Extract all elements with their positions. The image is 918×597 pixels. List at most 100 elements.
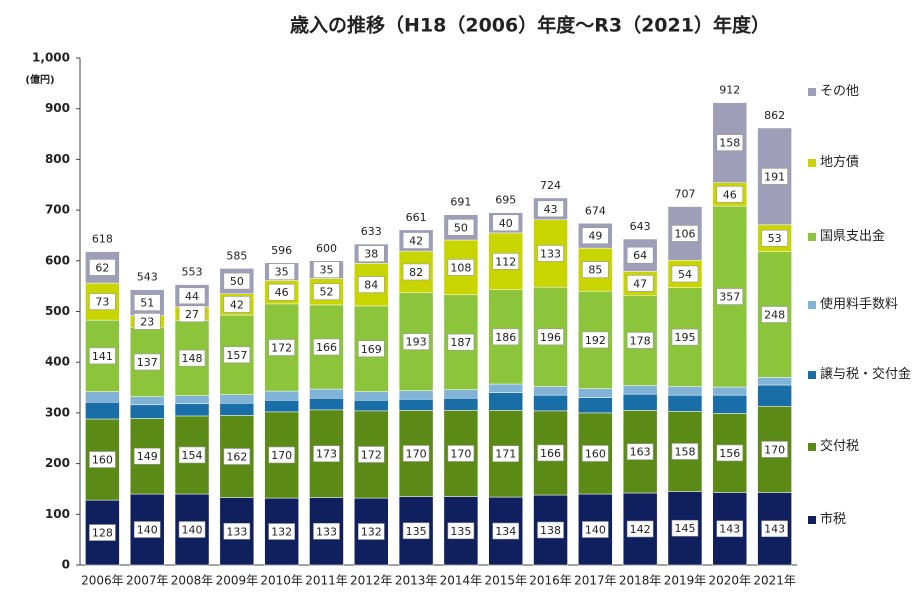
bar-segment <box>264 399 299 413</box>
value-label: 142 <box>630 523 651 536</box>
value-label: 172 <box>361 448 382 461</box>
label-box <box>357 245 385 263</box>
value-label: 172 <box>271 341 292 354</box>
value-label: 157 <box>226 349 247 362</box>
value-label: 46 <box>723 188 737 201</box>
label-box <box>761 306 788 323</box>
value-label: 40 <box>499 217 513 230</box>
value-label: 133 <box>316 525 337 538</box>
total-label: 543 <box>137 271 158 284</box>
label-box <box>357 446 385 463</box>
value-label: 193 <box>406 336 427 349</box>
bar-segment <box>398 398 434 411</box>
value-label: 192 <box>585 334 606 347</box>
value-label: 35 <box>319 264 333 277</box>
total-label: 618 <box>92 233 113 246</box>
x-tick-label: 2007年 <box>126 574 169 588</box>
value-label: 49 <box>588 230 602 243</box>
x-tick-label: 2011年 <box>305 574 348 588</box>
legend-label: 市税 <box>820 512 847 527</box>
value-label: 156 <box>719 447 740 460</box>
x-tick-label: 2009年 <box>216 574 259 588</box>
value-label: 143 <box>764 523 785 536</box>
legend-swatch <box>808 158 816 167</box>
label-box <box>626 275 654 292</box>
legend-item: その他 <box>808 83 916 100</box>
legend-item: 交付税 <box>808 438 916 455</box>
x-tick-label: 2018年 <box>619 574 662 588</box>
value-label: 47 <box>633 277 647 290</box>
label-box <box>626 443 654 460</box>
value-label: 23 <box>140 315 154 328</box>
value-label: 196 <box>540 331 561 344</box>
bar-segment <box>219 403 255 416</box>
x-tick-label: 2014年 <box>440 574 483 588</box>
chart-title: 歳入の推移（H18（2006）年度～R3（2021）年度） <box>290 14 770 37</box>
bar-segment <box>488 392 523 411</box>
value-label: 138 <box>540 524 561 537</box>
value-label: 135 <box>450 525 471 538</box>
value-label: 106 <box>674 227 695 240</box>
y-tick-label: 800 <box>45 152 70 166</box>
total-label: 600 <box>316 242 337 255</box>
legend-item: 地方債 <box>808 154 916 171</box>
x-tick-label: 2010年 <box>260 574 303 588</box>
value-label: 42 <box>230 298 244 311</box>
label-box <box>178 521 206 538</box>
label-box <box>357 340 385 358</box>
label-box <box>223 346 251 364</box>
bar-segment <box>309 388 344 399</box>
label-box <box>402 445 430 462</box>
value-label: 141 <box>92 350 113 363</box>
label-box <box>223 522 251 540</box>
label-box <box>268 523 295 540</box>
value-label: 135 <box>406 525 427 538</box>
value-label: 145 <box>674 522 695 535</box>
value-label: 154 <box>182 449 203 462</box>
bar-segment <box>85 391 120 403</box>
value-label: 132 <box>271 526 292 539</box>
value-label: 50 <box>454 221 468 234</box>
value-label: 148 <box>182 352 203 365</box>
label-box <box>313 445 340 463</box>
bar-segment <box>757 377 792 386</box>
value-label: 166 <box>540 447 561 460</box>
total-label: 643 <box>630 220 651 233</box>
label-box <box>133 447 161 465</box>
value-label: 248 <box>764 309 785 322</box>
x-tick-label: 2021年 <box>753 574 796 588</box>
bar-segment <box>622 385 658 395</box>
value-label: 43 <box>544 203 558 216</box>
bar-segment <box>712 386 748 396</box>
value-label: 162 <box>226 451 247 464</box>
total-label: 724 <box>540 179 561 192</box>
label-box <box>133 313 161 330</box>
legend-item: 使用料手数料 <box>808 296 916 313</box>
total-label: 912 <box>719 84 740 97</box>
bar-segment <box>533 386 568 396</box>
value-label: 143 <box>719 523 740 536</box>
value-label: 186 <box>495 331 516 344</box>
label-box <box>313 522 340 540</box>
label-box <box>313 338 340 356</box>
label-box <box>537 328 564 346</box>
label-box <box>357 523 385 540</box>
value-label: 140 <box>585 524 606 537</box>
value-label: 357 <box>719 291 740 304</box>
total-label: 553 <box>182 266 203 279</box>
y-unit: (億円) <box>25 73 54 86</box>
label-box <box>223 296 251 313</box>
value-label: 166 <box>316 341 337 354</box>
value-label: 85 <box>588 264 602 277</box>
label-box <box>582 445 609 462</box>
label-box <box>582 227 609 245</box>
bar-segment <box>443 389 479 399</box>
value-label: 160 <box>585 447 606 460</box>
y-tick-label: 200 <box>45 456 70 470</box>
label-box <box>716 444 744 462</box>
value-label: 73 <box>95 296 109 309</box>
legend-swatch <box>808 232 816 241</box>
y-tick-label: 700 <box>45 203 70 217</box>
y-tick-label: 1,000 <box>32 51 70 65</box>
x-tick-label: 2006年 <box>81 574 124 588</box>
